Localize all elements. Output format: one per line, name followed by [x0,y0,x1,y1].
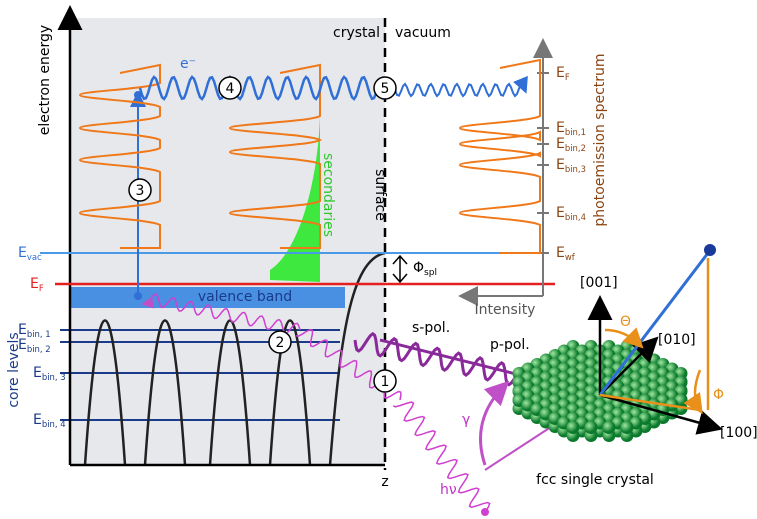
electron-ball [704,244,716,256]
main: E [18,337,27,353]
label: Φ [713,387,724,403]
atom [603,421,616,434]
atom [567,421,580,434]
label: secondaries [320,153,336,237]
sub-label: Evac [18,245,42,262]
label: p-pol. [490,337,530,353]
photon-dot [481,508,489,516]
label: hν [440,482,457,498]
label: [001] [580,275,618,291]
label: fcc single crystal [536,472,654,488]
sub-label: Ebin,1 [556,120,586,137]
label: z [381,474,388,490]
main: E [18,245,27,261]
sub: spl [424,268,437,278]
sub-label: EF [30,276,44,293]
main: Φ [413,260,424,276]
sub-label: EF [556,65,570,82]
main: E [556,245,565,261]
phi-arc [695,370,700,410]
sub-label: Ebin,3 [556,157,586,174]
label: s-pol. [412,320,450,336]
diagram: 1 2 3 4 5 crystal vacuum surface electron energy… [0,0,757,519]
main: E [556,120,565,136]
sub: bin, 1 [27,329,51,339]
label: 5 [381,81,390,97]
sub: bin,3 [565,164,586,174]
sub: bin,1 [565,127,586,137]
main: E [556,157,565,173]
label: 3 [136,183,145,199]
sub: vac [27,252,42,262]
main: E [33,365,42,381]
label: 1 [381,374,390,390]
label: crystal [333,25,380,41]
sub-label: Ebin, 2 [18,337,51,354]
label: electron energy [37,25,53,135]
sub-label: Ewf [556,245,576,262]
main: E [556,136,565,152]
main: E [30,276,39,292]
hole-dot [134,292,142,300]
sub: bin, 4 [42,419,66,429]
label: valence band [198,289,292,305]
label: surface [372,169,388,221]
label: [100] [720,425,757,441]
label: Θ [620,314,631,330]
sub-label: Ebin,4 [556,205,586,222]
sub-label: Ebin, 3 [33,365,66,382]
sub: F [565,72,570,82]
sub-label: Φspl [413,260,437,278]
sub: bin, 3 [42,372,66,382]
label: vacuum [395,25,451,41]
electron-wave [395,84,525,96]
main: E [556,65,565,81]
atom [621,421,634,434]
atom [585,421,598,434]
label: 4 [226,81,235,97]
label: γ [462,412,470,428]
sub: bin,4 [565,212,586,222]
angle-arc [481,385,506,465]
sub: wf [565,252,576,262]
label: Intensity [475,302,536,318]
label: e⁻ [180,56,196,72]
sub: bin, 2 [27,344,51,354]
sub: F [39,283,44,293]
sub-label: Ebin,2 [556,136,586,153]
label: [010] [658,332,696,348]
main: E [18,322,27,338]
label: 2 [276,335,285,351]
work-function-arrow [393,256,407,282]
main: E [556,205,565,221]
label: photoemission spectrum [592,53,608,226]
sub: bin,2 [565,143,586,153]
sub-label: Ebin, 4 [33,412,66,429]
main: E [33,412,42,428]
